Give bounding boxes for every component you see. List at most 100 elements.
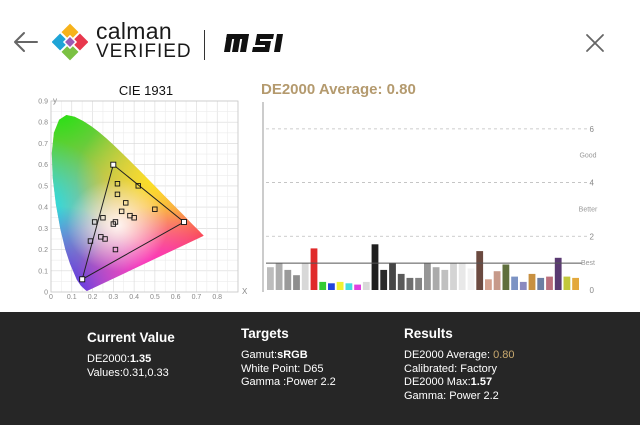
target-white-point: White Point: D65 bbox=[241, 362, 324, 375]
msi-logo bbox=[224, 34, 283, 52]
header-bar: calman VERIFIED bbox=[0, 0, 640, 85]
de-bar bbox=[528, 273, 536, 290]
srgb-gamut-triangle bbox=[81, 163, 185, 281]
cie-y-tick-label: 0.1 bbox=[38, 268, 48, 275]
cie-x-tick-label: 0.7 bbox=[192, 294, 202, 301]
de-bar bbox=[493, 271, 501, 290]
zone-label-better: Better bbox=[579, 206, 598, 213]
cie-y-axis-label: y bbox=[53, 96, 57, 105]
cie-x-axis-label: X bbox=[242, 287, 248, 296]
de2000-average-title: DE2000 Average: 0.80 bbox=[261, 81, 416, 98]
cie-x-tick-label: 0.2 bbox=[88, 294, 98, 301]
calman-diamond-icon bbox=[52, 23, 88, 61]
cie-measured-points bbox=[79, 161, 187, 283]
cie-y-tick-label: 0 bbox=[44, 290, 48, 297]
cie-y-tick-label: 0.2 bbox=[38, 247, 48, 254]
de-y-tick-label: 0 bbox=[590, 286, 595, 295]
de-bar bbox=[406, 277, 414, 290]
cie-x-tick-label: 0.8 bbox=[212, 294, 222, 301]
cie-x-tick-label: 0.3 bbox=[108, 294, 118, 301]
current-value-section: Current Value DE2000:1.35 Values:0.31,0.… bbox=[87, 330, 175, 380]
cie-y-tick-label: 0.5 bbox=[38, 183, 48, 190]
cie-x-tick-label: 0 bbox=[49, 294, 53, 301]
de-bar bbox=[424, 263, 431, 290]
result-calibrated: Calibrated: Factory bbox=[404, 362, 497, 375]
de-bar bbox=[293, 275, 300, 290]
de-bar bbox=[354, 284, 361, 290]
header-divider bbox=[204, 30, 205, 60]
results-heading: Results bbox=[404, 326, 453, 341]
cie-x-tick-label: 0.6 bbox=[171, 294, 181, 301]
cie-measured-point bbox=[100, 215, 106, 221]
de-y-tick-label: 2 bbox=[590, 232, 595, 241]
de-bar bbox=[371, 244, 379, 290]
result-de2000-max: DE2000 Max:1.57 bbox=[404, 376, 493, 389]
de-bar bbox=[275, 263, 283, 290]
cie-color-horseshoe bbox=[51, 115, 204, 291]
de-bar bbox=[441, 269, 449, 290]
de-bar bbox=[502, 264, 510, 290]
cie-measured-point bbox=[181, 219, 187, 225]
current-value-heading: Current Value bbox=[87, 330, 175, 345]
target-gamma: Gamma :Power 2.2 bbox=[241, 376, 336, 389]
de-bar bbox=[284, 269, 292, 290]
de-bar bbox=[336, 281, 344, 290]
cie-y-tick-label: 0.4 bbox=[38, 205, 48, 212]
cie-y-tick-label: 0.6 bbox=[38, 162, 48, 169]
de-bar bbox=[554, 257, 562, 290]
de-bar bbox=[485, 279, 492, 290]
brand-verified: VERIFIED bbox=[96, 41, 192, 62]
de-bar bbox=[267, 267, 274, 290]
de-bar bbox=[511, 276, 518, 290]
de-bar bbox=[319, 281, 327, 290]
cie-chart-title: CIE 1931 bbox=[118, 83, 174, 98]
cie-x-tick-label: 0.1 bbox=[67, 294, 77, 301]
de-bars bbox=[267, 244, 579, 290]
de-bar bbox=[362, 281, 370, 290]
results-section: Results DE2000 Average: 0.80 Calibrated:… bbox=[404, 326, 515, 403]
cie-measured-point bbox=[135, 183, 141, 189]
zone-label-good: Good bbox=[579, 153, 596, 160]
de2000-bar-chart: 6 4 2 0 Good Better Best bbox=[262, 102, 598, 295]
cie-measured-point bbox=[118, 208, 125, 215]
cie-measured-point bbox=[79, 276, 86, 283]
targets-heading: Targets bbox=[241, 326, 289, 341]
de-y-tick-label: 6 bbox=[590, 125, 595, 134]
cie-axis-labels: 0 0.1 0.2 0.3 0.4 0.5 0.6 0.7 0.8 0.9 0.8 0.7 0.6 0.5… bbox=[38, 99, 222, 302]
back-arrow-icon[interactable] bbox=[12, 28, 40, 56]
de-bar bbox=[537, 277, 545, 290]
de-bar bbox=[476, 251, 484, 290]
cie-measured-point bbox=[131, 215, 137, 221]
cie-measured-point bbox=[110, 161, 117, 168]
de-bar bbox=[380, 269, 388, 290]
zone-label-best: Best bbox=[581, 260, 595, 267]
de-bar bbox=[458, 263, 466, 290]
de-bar bbox=[450, 263, 457, 290]
cie-measured-point bbox=[114, 191, 121, 198]
de-bar bbox=[563, 276, 571, 290]
close-icon[interactable] bbox=[582, 30, 608, 56]
cie-y-tick-label: 0.9 bbox=[38, 99, 48, 106]
cie-chart: 0 0.1 0.2 0.3 0.4 0.5 0.6 0.7 0.8 0.9 0.8 0.7 0.6 0.5… bbox=[38, 96, 248, 302]
de-bar bbox=[546, 276, 553, 290]
cie-plot-frame bbox=[50, 100, 239, 293]
de-bar bbox=[310, 248, 318, 290]
brand-calman: calman bbox=[96, 18, 172, 44]
de-bar bbox=[519, 281, 527, 290]
cie-measured-point bbox=[152, 206, 158, 212]
cie-y-tick-label: 0.3 bbox=[38, 226, 48, 233]
de-bar bbox=[397, 273, 405, 290]
cie-y-tick-label: 0.7 bbox=[38, 141, 48, 148]
info-panel: Current Value DE2000:1.35 Values:0.31,0.… bbox=[0, 312, 640, 425]
cie-measured-point bbox=[87, 238, 94, 244]
cie-measured-point bbox=[112, 246, 119, 253]
de-bar bbox=[389, 263, 396, 290]
de-gridlines: 6 4 2 0 bbox=[266, 125, 595, 295]
cie-measured-point bbox=[91, 219, 98, 225]
cie-x-tick-label: 0.5 bbox=[150, 294, 160, 301]
cie-y-tick-label: 0.8 bbox=[38, 120, 48, 127]
current-values: Values:0.31,0.33 bbox=[87, 366, 169, 379]
cie-measured-point bbox=[102, 236, 108, 242]
target-gamut: Gamut:sRGB bbox=[241, 349, 308, 361]
de-bar bbox=[467, 268, 475, 290]
